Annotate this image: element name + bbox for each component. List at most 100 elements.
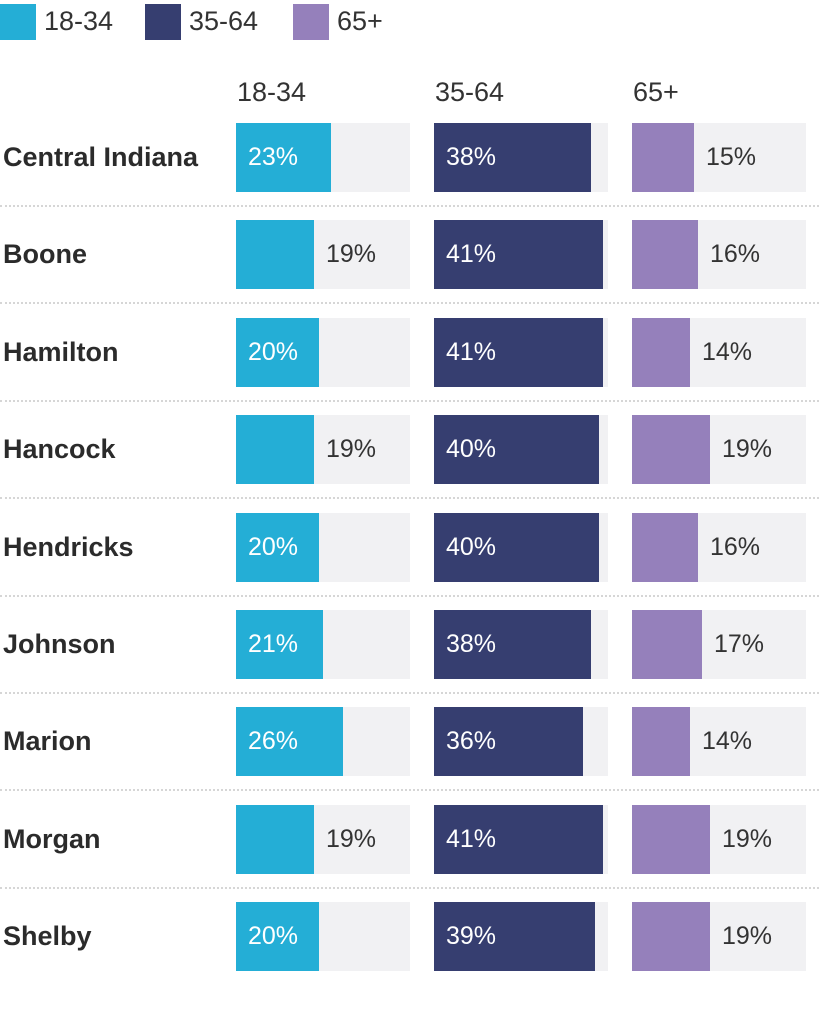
row-divider	[0, 789, 819, 791]
column-header-65-plus: 65+	[633, 77, 679, 107]
bar-hamilton-35-64	[434, 318, 603, 387]
bar-track-marion-65: 14%	[632, 707, 806, 776]
bar-value-hamilton-65: 14%	[702, 338, 753, 366]
bar-value-morgan-35-64: 41%	[446, 825, 497, 853]
bar-shelby-65	[632, 902, 710, 971]
bar-track-boone-65: 16%	[632, 220, 806, 289]
bar-track-morgan-35-64: 41%	[434, 805, 608, 874]
row-label-central-indiana: Central Indiana	[3, 142, 199, 172]
bar-value-central-indiana-65: 15%	[706, 143, 757, 171]
bar-track-hendricks-18-34: 20%	[236, 513, 410, 582]
bar-track-shelby-18-34: 20%	[236, 902, 410, 971]
bar-hendricks-35-64	[434, 513, 599, 582]
bar-track-hancock-65: 19%	[632, 415, 806, 484]
bar-value-hendricks-35-64: 40%	[446, 533, 497, 561]
bar-value-marion-18-34: 26%	[248, 727, 299, 755]
row-divider	[0, 595, 819, 597]
bar-central-indiana-35-64	[434, 123, 591, 192]
bar-value-central-indiana-18-34: 23%	[248, 143, 299, 171]
bar-johnson-18-34	[236, 610, 323, 679]
bar-johnson-65	[632, 610, 702, 679]
bar-track-central-indiana-65: 15%	[632, 123, 806, 192]
bar-track-johnson-65: 17%	[632, 610, 806, 679]
row-label-shelby: Shelby	[3, 921, 92, 951]
row-divider	[0, 692, 819, 694]
bar-value-central-indiana-35-64: 38%	[446, 143, 497, 171]
bar-value-morgan-18-34: 19%	[326, 825, 377, 853]
bar-value-marion-35-64: 36%	[446, 727, 497, 755]
row-label-marion: Marion	[3, 726, 92, 756]
bar-hendricks-65	[632, 513, 698, 582]
bar-track-boone-18-34: 19%	[236, 220, 410, 289]
bar-value-johnson-35-64: 38%	[446, 630, 497, 658]
bar-value-boone-35-64: 41%	[446, 240, 497, 268]
bar-track-morgan-65: 19%	[632, 805, 806, 874]
bar-marion-18-34	[236, 707, 343, 776]
bar-value-boone-18-34: 19%	[326, 240, 377, 268]
row-divider	[0, 302, 819, 304]
row-divider	[0, 205, 819, 207]
bar-track-central-indiana-18-34: 23%	[236, 123, 410, 192]
row-label-hendricks: Hendricks	[3, 532, 134, 562]
bar-track-marion-35-64: 36%	[434, 707, 608, 776]
legend-label-65-plus: 65+	[337, 6, 383, 36]
bar-track-shelby-35-64: 39%	[434, 902, 608, 971]
bar-boone-35-64	[434, 220, 603, 289]
bar-value-johnson-18-34: 21%	[248, 630, 299, 658]
legend: 18-34 35-64 65+	[0, 0, 819, 44]
bar-central-indiana-65	[632, 123, 694, 192]
bar-track-morgan-18-34: 19%	[236, 805, 410, 874]
bar-central-indiana-18-34	[236, 123, 331, 192]
bar-track-hendricks-35-64: 40%	[434, 513, 608, 582]
bar-track-hamilton-35-64: 41%	[434, 318, 608, 387]
bar-value-hendricks-18-34: 20%	[248, 533, 299, 561]
bar-value-shelby-65: 19%	[722, 922, 773, 950]
bar-marion-65	[632, 707, 690, 776]
bar-shelby-18-34	[236, 902, 319, 971]
bar-value-shelby-35-64: 39%	[446, 922, 497, 950]
row-label-boone: Boone	[3, 239, 87, 269]
bar-track-hancock-35-64: 40%	[434, 415, 608, 484]
bar-value-hamilton-18-34: 20%	[248, 338, 299, 366]
bar-track-johnson-35-64: 38%	[434, 610, 608, 679]
bar-morgan-65	[632, 805, 710, 874]
bar-track-marion-18-34: 26%	[236, 707, 410, 776]
bar-value-hamilton-35-64: 41%	[446, 338, 497, 366]
bar-value-boone-65: 16%	[710, 240, 761, 268]
bar-track-boone-35-64: 41%	[434, 220, 608, 289]
row-label-morgan: Morgan	[3, 824, 101, 854]
legend-label-18-34: 18-34	[44, 6, 114, 36]
column-header-35-64: 35-64	[435, 77, 505, 107]
bar-hamilton-65	[632, 318, 690, 387]
bar-track-hamilton-18-34: 20%	[236, 318, 410, 387]
bar-hancock-65	[632, 415, 710, 484]
bar-boone-65	[632, 220, 698, 289]
bar-track-hendricks-65: 16%	[632, 513, 806, 582]
row-divider	[0, 497, 819, 499]
bar-morgan-35-64	[434, 805, 603, 874]
column-header-18-34: 18-34	[237, 77, 307, 107]
legend-label-35-64: 35-64	[189, 6, 259, 36]
bar-track-hamilton-65: 14%	[632, 318, 806, 387]
bar-value-hendricks-65: 16%	[710, 533, 761, 561]
row-divider	[0, 400, 819, 402]
row-label-hamilton: Hamilton	[3, 337, 119, 367]
bar-hamilton-18-34	[236, 318, 319, 387]
bar-value-shelby-18-34: 20%	[248, 922, 299, 950]
bar-value-morgan-65: 19%	[722, 825, 773, 853]
bar-hancock-35-64	[434, 415, 599, 484]
bar-value-johnson-65: 17%	[714, 630, 765, 658]
row-divider	[0, 887, 819, 889]
bar-value-hancock-35-64: 40%	[446, 435, 497, 463]
legend-swatch-35-64	[145, 4, 181, 40]
bar-boone-18-34	[236, 220, 314, 289]
bar-track-hancock-18-34: 19%	[236, 415, 410, 484]
bar-shelby-35-64	[434, 902, 595, 971]
bar-track-johnson-18-34: 21%	[236, 610, 410, 679]
bar-marion-35-64	[434, 707, 583, 776]
bar-johnson-35-64	[434, 610, 591, 679]
bar-hancock-18-34	[236, 415, 314, 484]
bar-value-hancock-18-34: 19%	[326, 435, 377, 463]
bar-track-central-indiana-35-64: 38%	[434, 123, 608, 192]
